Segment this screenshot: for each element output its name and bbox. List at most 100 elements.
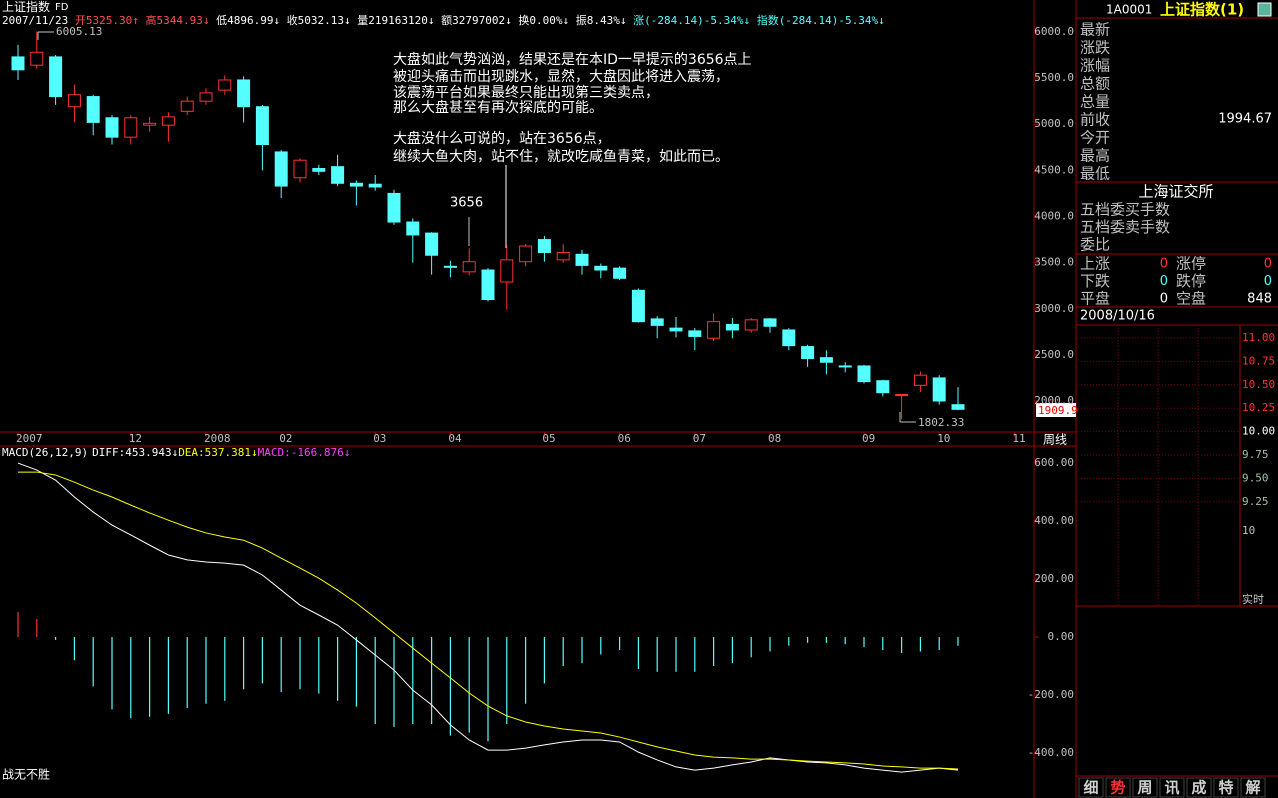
candle-body — [838, 365, 852, 368]
tab-frame[interactable] — [1213, 777, 1239, 798]
commentary: 被迎头痛击而出现跳水，显然，大盘因此将进入震荡， — [393, 68, 729, 85]
candle-body — [782, 329, 796, 347]
candle-body — [876, 380, 890, 394]
candle-body — [293, 159, 307, 179]
candle-body — [519, 245, 533, 263]
mini-tick-label: 10.25 — [1242, 401, 1275, 414]
y-tick-label: 5500.0 — [1034, 71, 1074, 84]
mini-tick-label: 9.50 — [1242, 471, 1269, 484]
indicator-title: MACD(26,12,9) — [2, 446, 88, 459]
prev-close: 1994.67 — [1218, 112, 1272, 127]
candle-body — [932, 377, 946, 402]
candle-body — [368, 183, 382, 188]
field-label: 最低 — [1080, 165, 1110, 183]
candle-body — [387, 192, 401, 223]
y-tick-label: 4500.0 — [1034, 163, 1074, 176]
x-tick-label: 08 — [768, 432, 781, 445]
breadth-label: 空盘 — [1176, 290, 1206, 308]
field-label: 涨跌 — [1080, 39, 1110, 57]
y-tick-label: 3000.0 — [1034, 302, 1074, 315]
quote-item: 2007/11/23 — [2, 14, 68, 27]
candle-body — [331, 166, 345, 184]
candle-body — [237, 79, 251, 108]
row-label: 五档委买手数 — [1080, 201, 1170, 219]
tab[interactable]: 特 — [1218, 779, 1233, 797]
candle-body — [951, 404, 965, 410]
tab[interactable]: 解 — [1245, 779, 1260, 797]
candle-body — [124, 117, 138, 138]
mini-tick-label: 9.25 — [1242, 495, 1269, 508]
tab[interactable]: 周 — [1137, 779, 1152, 797]
breadth-label: 跌停 — [1176, 272, 1206, 290]
breadth-value: 0 — [1160, 257, 1168, 272]
title-suffix: FD — [55, 2, 69, 13]
candle-body — [312, 168, 326, 172]
candle-body — [30, 51, 44, 66]
tab-frame[interactable] — [1159, 777, 1185, 798]
x-tick-label: 02 — [279, 432, 292, 445]
quote-item: 振8.43%↓ — [576, 13, 627, 27]
y-tick-label: -400.00 — [1028, 746, 1074, 759]
last-price-label: 1909.9 — [1038, 404, 1078, 417]
period-label: 周线 — [1043, 433, 1067, 447]
candle-body — [613, 267, 627, 279]
commentary: 那么大盘甚至有再次探底的可能。 — [393, 99, 603, 116]
candle-body — [425, 232, 439, 256]
candle-body — [462, 261, 476, 273]
y-tick-label: 200.00 — [1034, 572, 1074, 585]
breadth-label: 下跌 — [1080, 272, 1110, 290]
candle-body — [857, 365, 871, 383]
candle-body — [650, 318, 664, 326]
candle-body — [274, 151, 288, 187]
mini-tick-label: 10.75 — [1242, 354, 1275, 367]
y-tick-label: 2000.0 — [1034, 394, 1074, 407]
x-tick-label: 03 — [373, 432, 386, 445]
candle-body — [199, 92, 213, 102]
breadth-value: 0 — [1264, 257, 1272, 272]
field-label: 前收 — [1080, 111, 1110, 129]
candle-body — [180, 100, 194, 112]
breadth-value: 0 — [1264, 274, 1272, 289]
mini-tick-label: 10.00 — [1242, 425, 1275, 438]
commentary: 继续大鱼大肉，站不住，就改吃咸鱼青菜，如此而已。 — [393, 148, 729, 165]
tab-frame[interactable] — [1240, 777, 1266, 798]
macd-line — [18, 471, 959, 770]
mini-tick-label: 10 — [1242, 524, 1255, 537]
candle-body — [86, 96, 100, 123]
breadth-label: 平盘 — [1080, 290, 1110, 308]
tab-frame[interactable] — [1078, 777, 1104, 798]
tab-frame[interactable] — [1105, 777, 1131, 798]
quote-item: 指数(-284.14)-5.34%↓ — [757, 13, 885, 27]
quote-item: 额32797002↓ — [441, 14, 512, 27]
candle-body — [575, 253, 589, 266]
annotation: 1802.33 — [918, 416, 964, 429]
mini-tick-label: 11.00 — [1242, 331, 1275, 344]
candle-body — [349, 182, 363, 187]
tab[interactable]: 成 — [1191, 779, 1206, 797]
x-tick-label: 05 — [542, 432, 555, 445]
y-tick-label: 5000.0 — [1034, 117, 1074, 130]
tab[interactable]: 讯 — [1164, 779, 1179, 797]
quote-item: 涨(-284.14)-5.34%↓ — [633, 14, 750, 27]
candle-body — [11, 56, 25, 71]
y-tick-label: 3500.0 — [1034, 256, 1074, 269]
candle-body — [67, 94, 81, 108]
y-tick-label: 0.00 — [1048, 630, 1075, 643]
candle-body — [707, 321, 721, 339]
icon[interactable] — [1257, 2, 1272, 17]
candle-body — [725, 323, 739, 331]
tab[interactable]: 势 — [1110, 779, 1125, 797]
candle-body — [556, 251, 570, 261]
candle-body — [631, 289, 645, 323]
quote-line: 2007/11/23 开5325.30↑ 高5344.93↓ 低4896.99↓… — [2, 13, 885, 27]
tab[interactable]: 细 — [1083, 779, 1098, 797]
candle-body — [913, 374, 927, 386]
field-label: 今开 — [1080, 129, 1110, 147]
title: 上证指数 FD — [2, 0, 69, 14]
quote-item: 量219163120↓ — [357, 14, 434, 27]
candle-body — [500, 259, 514, 283]
tab-frame[interactable] — [1132, 777, 1158, 798]
tab-frame[interactable] — [1186, 777, 1212, 798]
candle-body — [143, 122, 157, 126]
